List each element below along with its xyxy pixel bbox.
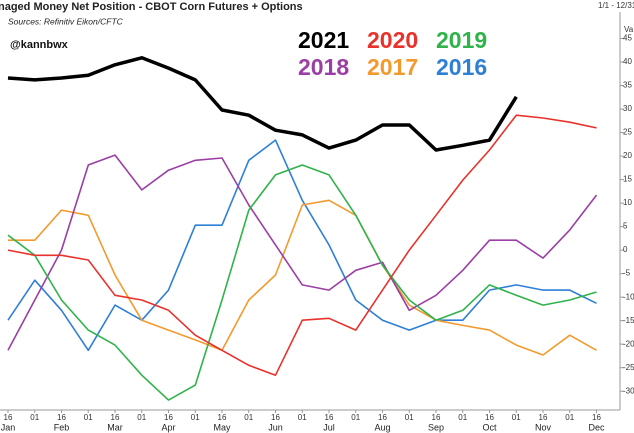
month-label: Mar bbox=[107, 422, 123, 432]
y-tick-label: -15 bbox=[623, 316, 634, 325]
y-tick-label: -25 bbox=[623, 363, 634, 372]
series-line bbox=[7, 154, 598, 351]
x-tick-label: 16 bbox=[111, 413, 120, 422]
month-label: Apr bbox=[161, 422, 175, 432]
y-tick-label: -30 bbox=[623, 386, 634, 395]
x-tick-label: 16 bbox=[4, 413, 13, 422]
x-tick-label: 01 bbox=[191, 413, 200, 422]
series-line bbox=[7, 139, 597, 352]
x-tick-label: 01 bbox=[458, 413, 467, 422]
x-tick-label: 16 bbox=[325, 413, 334, 422]
x-tick-label: 01 bbox=[244, 413, 253, 422]
x-tick-label: 01 bbox=[84, 413, 93, 422]
x-tick-label: 16 bbox=[378, 413, 387, 422]
range-label: 1/1 - 12/31 bbox=[598, 1, 634, 10]
series-line bbox=[7, 56, 518, 152]
month-label: May bbox=[213, 422, 231, 432]
x-tick-label: 16 bbox=[539, 413, 548, 422]
month-label: Dec bbox=[588, 422, 605, 432]
y-tick-label: 40 bbox=[623, 57, 632, 66]
month-label: Aug bbox=[374, 422, 390, 432]
x-tick-label: 16 bbox=[57, 413, 66, 422]
y-tick-label: 0 bbox=[623, 245, 628, 254]
x-tick-label: 16 bbox=[164, 413, 173, 422]
y-tick-label: -10 bbox=[623, 292, 634, 301]
author: @kannbwx bbox=[10, 39, 69, 51]
chart-title: naged Money Net Position - CBOT Corn Fut… bbox=[0, 1, 303, 13]
y-tick-label: 35 bbox=[623, 81, 632, 90]
x-tick-label: 16 bbox=[271, 413, 280, 422]
legend-entry: 2019 bbox=[436, 27, 487, 53]
y-tick-label: 30 bbox=[623, 104, 632, 113]
y-tick-label: 20 bbox=[623, 151, 632, 160]
legend-entry: 2017 bbox=[367, 54, 418, 80]
legend-entry: 2018 bbox=[298, 54, 349, 80]
x-tick-label: 01 bbox=[565, 413, 574, 422]
month-label: Nov bbox=[535, 422, 552, 432]
y-axis-label: Va bbox=[624, 25, 634, 34]
subtitle: Sources: Refinitiv Eikon/CFTC bbox=[8, 16, 124, 26]
x-tick-label: 16 bbox=[485, 413, 494, 422]
month-label: Jan bbox=[1, 422, 16, 432]
month-label: Feb bbox=[54, 422, 70, 432]
series-line bbox=[8, 199, 597, 356]
y-tick-label: 15 bbox=[623, 175, 632, 184]
x-tick-label: 01 bbox=[30, 413, 39, 422]
month-label: Jul bbox=[323, 422, 335, 432]
y-tick-label: 10 bbox=[623, 198, 632, 207]
x-tick-label: 01 bbox=[351, 413, 360, 422]
y-tick-label: 45 bbox=[623, 34, 632, 43]
x-tick-label: 01 bbox=[512, 413, 521, 422]
x-tick-label: 16 bbox=[592, 413, 601, 422]
y-tick-label: 25 bbox=[623, 128, 632, 137]
legend-entry: 2021 bbox=[298, 27, 349, 53]
y-tick-label: -20 bbox=[623, 339, 634, 348]
x-tick-label: 16 bbox=[218, 413, 227, 422]
month-label: Jun bbox=[268, 422, 283, 432]
series-line bbox=[7, 114, 597, 376]
x-tick-label: 01 bbox=[405, 413, 414, 422]
x-tick-label: 16 bbox=[432, 413, 441, 422]
series-line bbox=[7, 164, 597, 401]
month-label: Oct bbox=[482, 422, 497, 432]
legend-entry: 2020 bbox=[367, 27, 418, 53]
x-tick-label: 01 bbox=[298, 413, 307, 422]
x-tick-label: 01 bbox=[137, 413, 146, 422]
y-tick-label: -5 bbox=[623, 269, 631, 278]
month-label: Sep bbox=[428, 422, 444, 432]
legend-entry: 2016 bbox=[436, 54, 487, 80]
y-tick-label: 5 bbox=[623, 222, 628, 231]
